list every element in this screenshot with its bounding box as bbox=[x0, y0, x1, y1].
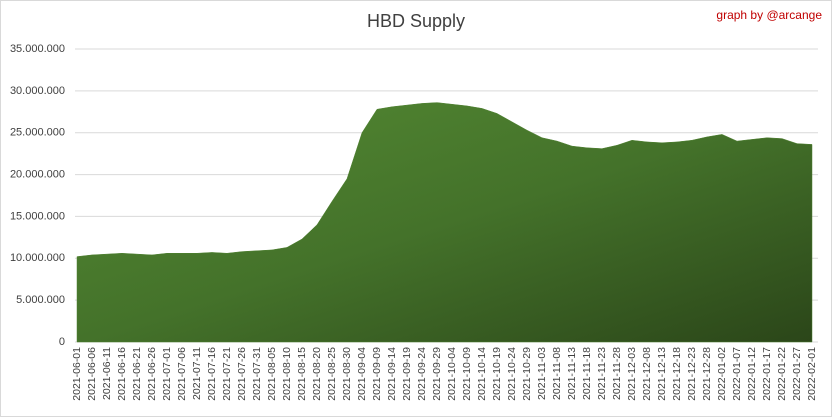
y-tick-label: 15.000.000 bbox=[10, 210, 65, 222]
x-tick-label: 2021-12-28 bbox=[701, 347, 713, 401]
x-tick-label: 2021-12-18 bbox=[671, 347, 683, 401]
x-tick-label: 2021-09-24 bbox=[416, 347, 428, 401]
x-tick-label: 2021-08-15 bbox=[296, 347, 308, 401]
x-tick-label: 2021-11-28 bbox=[611, 347, 623, 400]
x-tick-label: 2021-08-20 bbox=[311, 347, 323, 401]
x-tick-label: 2021-09-29 bbox=[431, 347, 443, 401]
x-tick-label: 2021-12-03 bbox=[626, 347, 638, 401]
x-tick-label: 2021-07-16 bbox=[206, 347, 218, 401]
x-tick-label: 2021-10-09 bbox=[461, 347, 473, 401]
y-tick-label: 20.000.000 bbox=[10, 168, 65, 180]
x-tick-label: 2021-07-06 bbox=[176, 347, 188, 401]
x-tick-label: 2021-10-14 bbox=[476, 347, 488, 401]
x-tick-label: 2021-08-30 bbox=[341, 347, 353, 401]
x-tick-label: 2022-01-02 bbox=[716, 347, 728, 401]
x-tick-label: 2021-10-29 bbox=[521, 347, 533, 401]
area bbox=[76, 102, 813, 343]
x-tick-label: 2021-07-31 bbox=[251, 347, 263, 401]
y-tick-label: 25.000.000 bbox=[10, 127, 65, 139]
x-tick-label: 2022-01-17 bbox=[761, 347, 773, 401]
x-tick-label: 2021-11-23 bbox=[596, 347, 608, 400]
x-tick-label: 2022-02-01 bbox=[806, 347, 818, 401]
x-tick-label: 2021-08-25 bbox=[326, 347, 338, 401]
x-tick-label: 2021-11-08 bbox=[551, 347, 563, 400]
x-tick-label: 2021-09-19 bbox=[401, 347, 413, 401]
x-tick-label: 2021-11-13 bbox=[566, 347, 578, 400]
x-tick-label: 2021-06-16 bbox=[116, 347, 128, 401]
x-tick-label: 2021-12-08 bbox=[641, 347, 653, 401]
x-tick-label: 2021-09-09 bbox=[371, 347, 383, 401]
x-tick-label: 2021-11-03 bbox=[536, 347, 548, 400]
x-tick-label: 2021-10-24 bbox=[506, 347, 518, 401]
x-tick-label: 2022-01-07 bbox=[731, 347, 743, 401]
x-tick-label: 2021-07-11 bbox=[191, 347, 203, 400]
x-tick-label: 2021-06-01 bbox=[71, 347, 83, 401]
y-tick-label: 10.000.000 bbox=[10, 252, 65, 264]
x-tick-label: 2021-08-05 bbox=[266, 347, 278, 401]
annotation: graph by @arcange bbox=[716, 8, 822, 22]
x-tick-label: 2022-01-22 bbox=[776, 347, 788, 401]
x-tick-label: 2022-01-12 bbox=[746, 347, 758, 401]
y-tick-label: 35.000.000 bbox=[10, 43, 65, 55]
x-tick-label: 2021-09-04 bbox=[356, 347, 368, 401]
y-tick-label: 5.000.000 bbox=[16, 294, 65, 306]
x-tick-label: 2021-06-06 bbox=[86, 347, 98, 401]
x-tick-label: 2021-12-23 bbox=[686, 347, 698, 401]
x-tick-label: 2021-09-14 bbox=[386, 347, 398, 401]
x-tick-label: 2021-07-01 bbox=[161, 347, 173, 401]
x-tick-label: 2021-10-04 bbox=[446, 347, 458, 401]
x-tick-label: 2021-08-10 bbox=[281, 347, 293, 401]
x-tick-label: 2021-12-13 bbox=[656, 347, 668, 401]
x-tick-label: 2022-01-27 bbox=[791, 347, 803, 401]
x-tick-label: 2021-06-26 bbox=[146, 347, 158, 401]
x-tick-label: 2021-06-11 bbox=[101, 347, 113, 400]
x-tick-label: 2021-10-19 bbox=[491, 347, 503, 401]
x-tick-label: 2021-11-18 bbox=[581, 347, 593, 400]
x-tick-label: 2021-07-26 bbox=[236, 347, 248, 401]
x-tick-label: 2021-07-21 bbox=[221, 347, 233, 401]
x-tick-label: 2021-06-21 bbox=[131, 347, 143, 401]
y-tick-label: 30.000.000 bbox=[10, 85, 65, 97]
y-tick-label: 0 bbox=[59, 336, 65, 348]
chart-title: HBD Supply bbox=[367, 11, 465, 31]
